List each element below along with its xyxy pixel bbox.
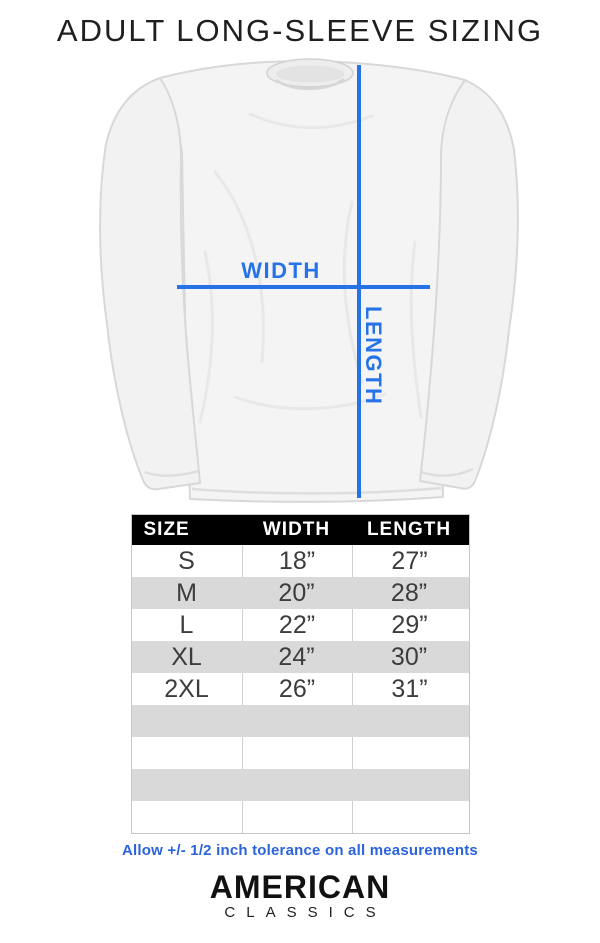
length-value: 31” [351,673,467,705]
shirt-illustration: WIDTH LENGTH [99,58,519,503]
size-table-header-row: SIZE WIDTH LENGTH [131,515,469,545]
width-value: 18” [241,545,352,577]
size-value: S [178,546,195,575]
table-row-xl: XL 24” 30” [131,641,469,673]
length-label: LENGTH [361,306,386,405]
brand-name-classics: CLASSICS [224,904,387,921]
width-label: WIDTH [241,258,321,283]
length-value: 29” [351,609,467,641]
table-empty-row [131,769,469,801]
page-title: ADULT LONG-SLEEVE SIZING [56,13,544,48]
header-length: LENGTH [366,519,452,540]
table-row-2xl: 2XL 26” 31” [132,673,469,705]
table-row-s: S 18” 27” [132,545,469,577]
width-value: 26” [241,673,352,705]
brand-name-american: AMERICAN [209,869,391,905]
size-value: XL [171,642,202,671]
header-size: SIZE [143,519,190,540]
shirt-right-sleeve [419,79,519,490]
width-value: 24” [278,642,315,671]
size-value: M [176,578,197,607]
shirt-diagram: WIDTH LENGTH [0,52,600,509]
shirt-seams [144,467,474,495]
table-row-m: M 20” 28” [131,577,469,609]
table-row-l: L 22” 29” [132,609,469,641]
table-empty-row [132,801,469,833]
width-value: 20” [278,578,315,607]
brand-logo: AMERICAN CLASSICS [0,869,600,921]
size-table: SIZE WIDTH LENGTH S 18” 27” M 20” 28” L … [130,514,470,834]
length-value: 30” [390,642,428,671]
length-value: 28” [390,578,428,607]
size-value: L [179,610,194,639]
header-width: WIDTH [262,519,331,540]
length-value: 27” [351,545,467,577]
tolerance-note: Allow +/- 1/2 inch tolerance on all meas… [122,842,478,859]
table-empty-row [131,705,469,737]
table-empty-row [132,737,469,769]
shirt-collar [266,58,354,91]
width-value: 22” [241,609,352,641]
shirt-left-sleeve [99,77,201,491]
size-value: 2XL [164,674,209,703]
